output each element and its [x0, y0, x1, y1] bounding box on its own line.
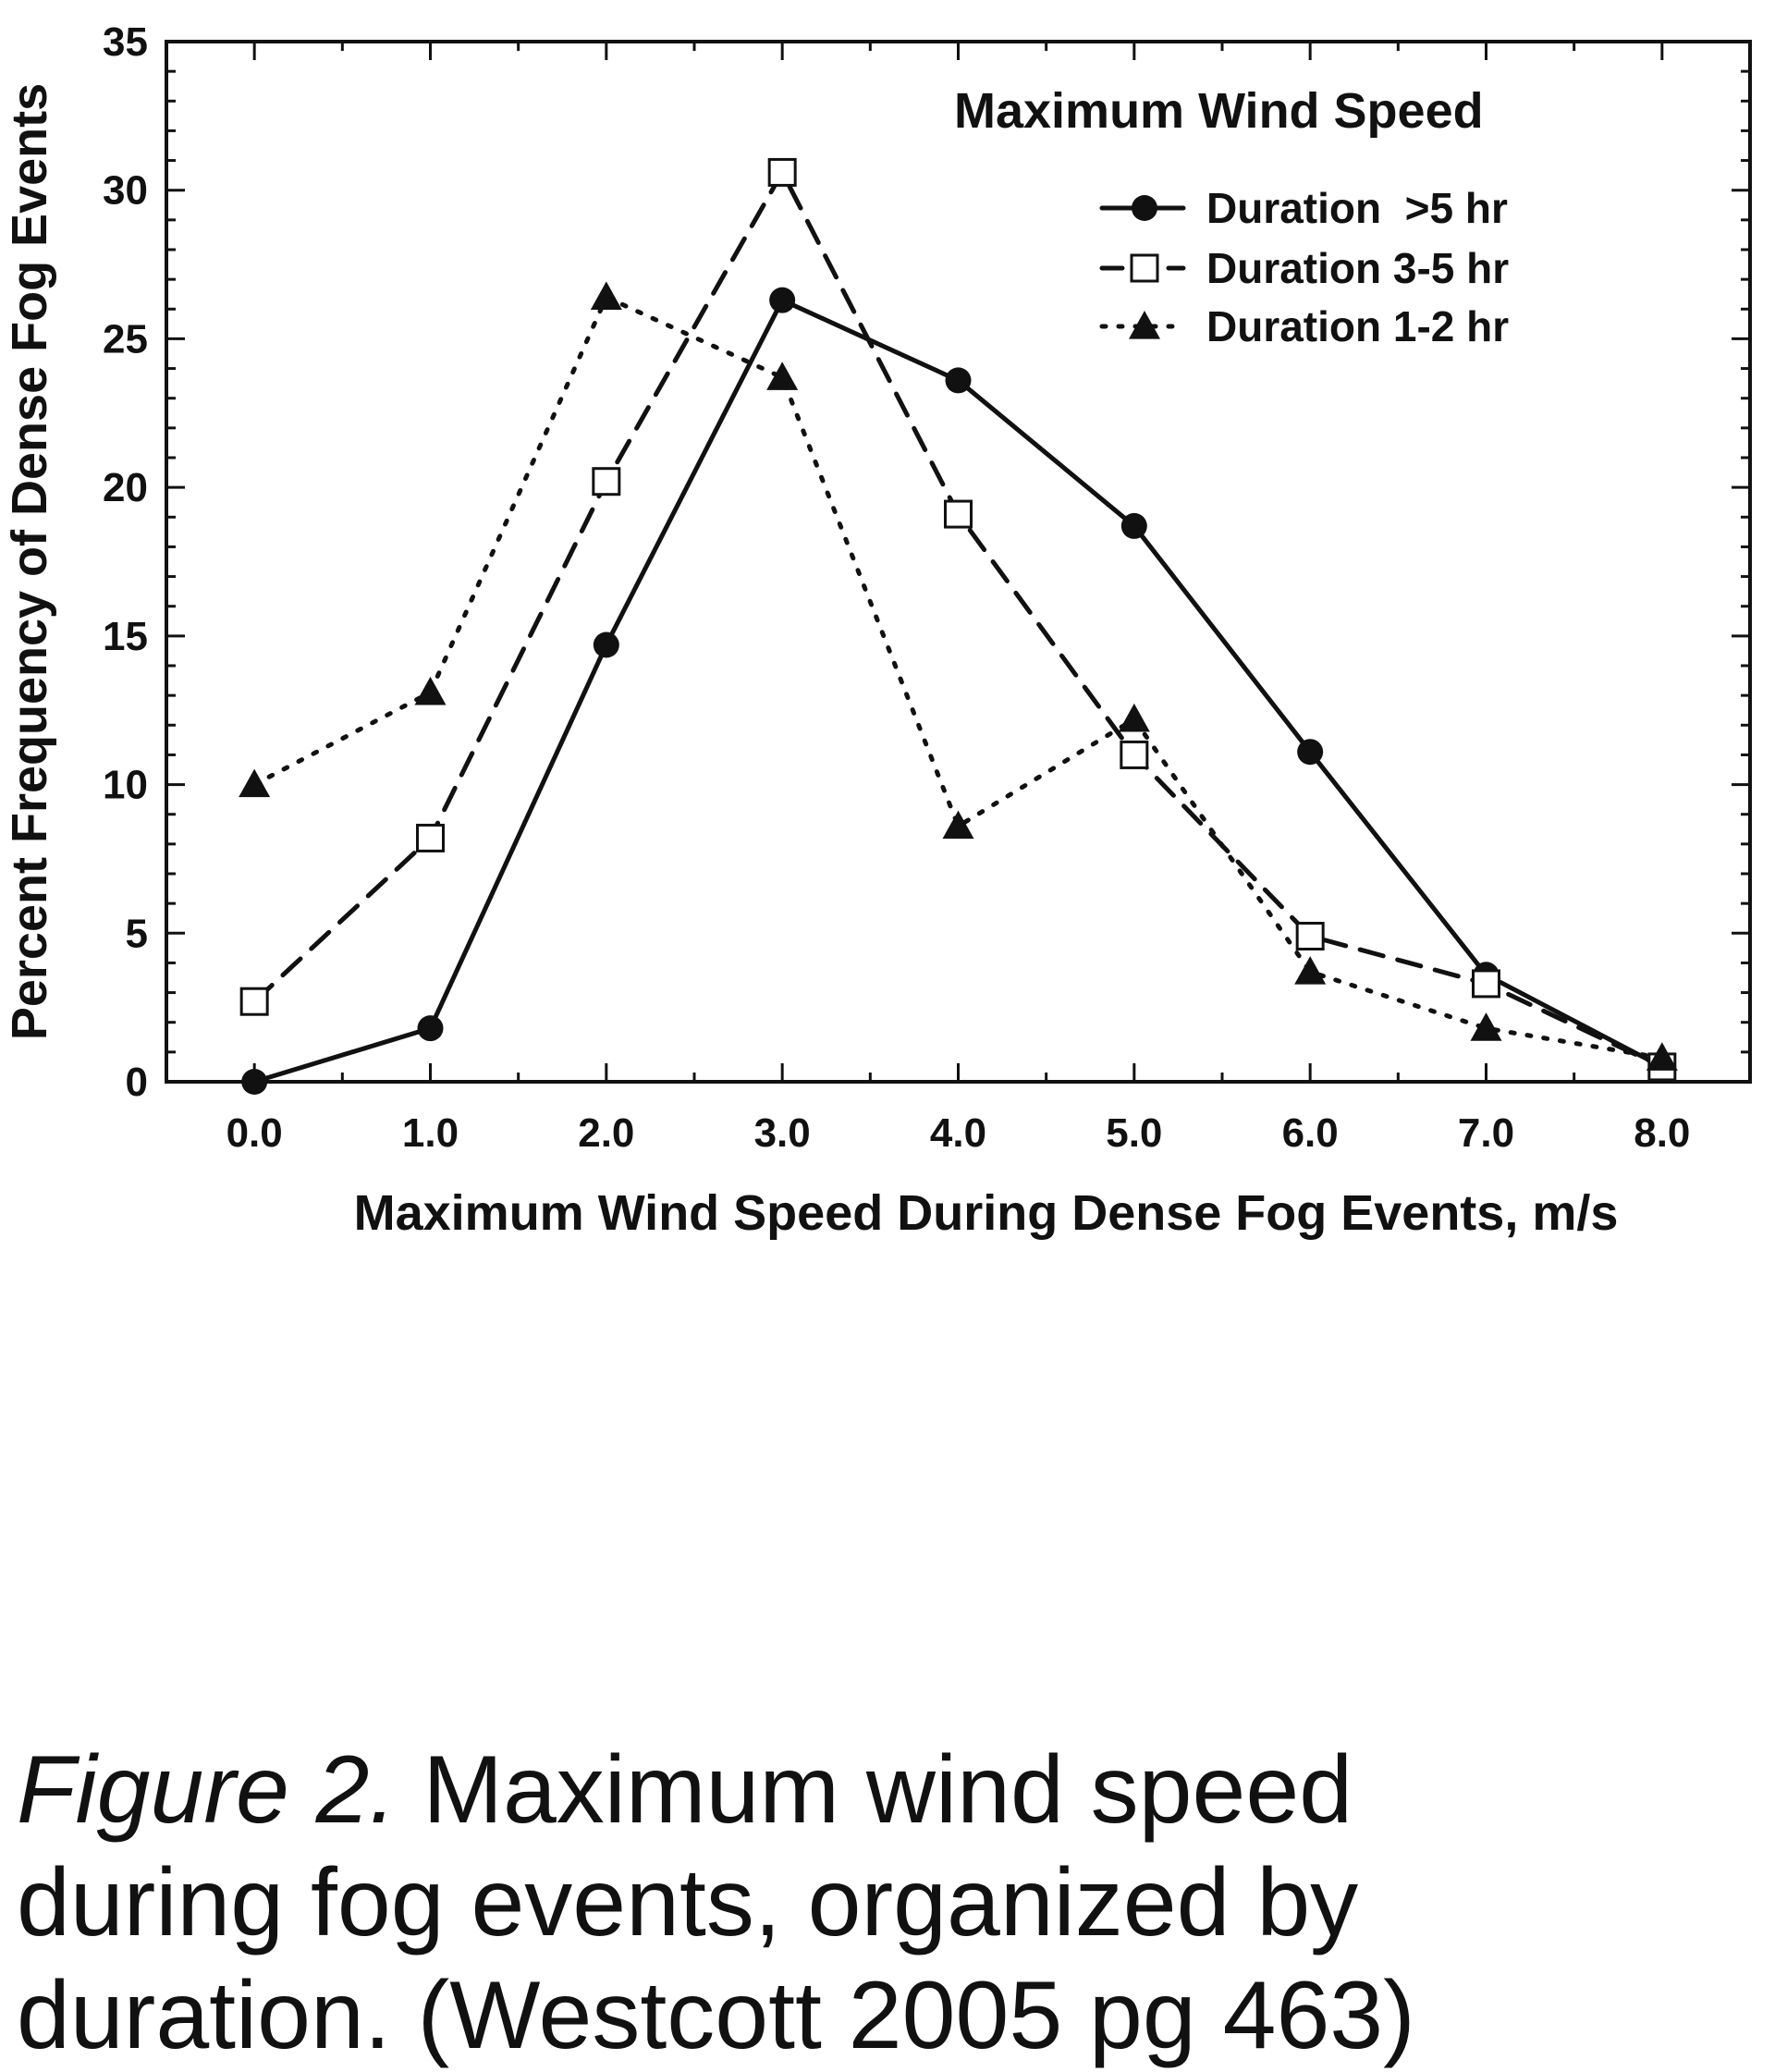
data-point-square — [1472, 969, 1500, 999]
caption-line-1: Figure 2. Maximum wind speed — [17, 1734, 1588, 1846]
data-point-triangle — [414, 676, 447, 705]
data-point-triangle — [1129, 311, 1160, 339]
data-point-triangle — [942, 810, 974, 840]
data-point-circle — [1120, 512, 1147, 539]
x-tick-label: 7.0 — [1458, 1110, 1514, 1156]
x-tick-label: 3.0 — [754, 1110, 811, 1156]
series-line — [251, 297, 1665, 1085]
plot-area-border — [165, 40, 1752, 1084]
data-point-triangle — [590, 281, 622, 311]
series-1 — [241, 287, 1675, 1095]
data-point-circle — [241, 1069, 268, 1095]
x-tick-label: 2.0 — [578, 1110, 634, 1156]
y-axis: 0 5 10 15 20 25 30 35 — [103, 19, 1750, 1105]
series-layer — [239, 157, 1678, 1095]
data-point-circle — [593, 631, 619, 658]
x-tick-label: 6.0 — [1282, 1110, 1339, 1156]
plot-frame — [165, 40, 1752, 1084]
data-point-square — [239, 987, 269, 1016]
data-point-square — [592, 467, 621, 497]
y-tick-label: 30 — [103, 168, 148, 214]
y-tick-label: 25 — [103, 316, 148, 362]
data-point-circle — [769, 287, 796, 313]
legend-title: Maximum Wind Speed — [954, 83, 1484, 139]
data-point-square — [1120, 740, 1149, 769]
figure-label: Figure 2. — [17, 1736, 397, 1844]
caption-text-1: Maximum wind speed — [396, 1736, 1353, 1844]
data-point-triangle — [1294, 956, 1327, 985]
x-tick-label: 5.0 — [1106, 1110, 1162, 1156]
x-axis-title: Maximum Wind Speed During Dense Fog Even… — [354, 1185, 1619, 1241]
data-point-triangle — [1118, 703, 1150, 732]
data-point-circle — [945, 367, 972, 394]
legend-label: Duration 3-5 hr — [1206, 244, 1509, 292]
legend: Maximum Wind Speed Duration >5 hr Duratio… — [954, 83, 1509, 350]
data-point-square — [767, 157, 797, 187]
data-point-circle — [1132, 195, 1157, 221]
chart: 0 5 10 15 20 25 30 35 0.0 1.0 2.0 3.0 4.0 5.0 6.0 7.0 8… — [2, 19, 1752, 1241]
x-tick-label: 4.0 — [930, 1110, 986, 1156]
y-tick-label: 35 — [103, 19, 148, 65]
x-axis: 0.0 1.0 2.0 3.0 4.0 5.0 6.0 7.0 8.0 — [165, 42, 1752, 1156]
legend-item: Duration 3-5 hr — [1099, 244, 1509, 292]
data-point-circle — [1297, 739, 1324, 766]
x-tick-label: 8.0 — [1634, 1110, 1690, 1156]
series-line — [251, 294, 1665, 1061]
legend-item: Duration >5 hr — [1099, 184, 1508, 232]
data-point-circle — [417, 1015, 444, 1042]
series-3 — [239, 281, 1678, 1071]
y-tick-label: 10 — [103, 763, 148, 808]
data-point-triangle — [766, 362, 799, 390]
figure-caption: Figure 2. Maximum wind speed during fog … — [17, 1734, 1588, 2072]
y-tick-label: 0 — [126, 1060, 148, 1105]
data-point-square — [1295, 922, 1325, 950]
data-point-triangle — [239, 768, 271, 798]
y-axis-title: Percent Frequency of Dense Fog Events — [2, 83, 57, 1040]
x-tick-label: 1.0 — [402, 1110, 459, 1156]
legend-label: Duration >5 hr — [1206, 184, 1508, 232]
y-tick-label: 5 — [126, 911, 148, 956]
x-tick-label: 0.0 — [226, 1110, 283, 1156]
data-point-triangle — [1646, 1042, 1678, 1071]
y-tick-label: 20 — [103, 465, 148, 510]
legend-item: Duration 1-2 hr — [1099, 302, 1509, 350]
y-tick-label: 15 — [103, 614, 148, 659]
data-point-triangle — [1470, 1012, 1502, 1041]
data-point-square — [1130, 253, 1159, 283]
data-point-square — [944, 499, 973, 529]
caption-line-2: during fog events, organized by — [17, 1849, 1359, 1956]
legend-label: Duration 1-2 hr — [1206, 302, 1509, 350]
caption-line-3: duration. (Westcott 2005 pg 463) — [17, 1962, 1415, 2069]
data-point-square — [416, 823, 445, 852]
